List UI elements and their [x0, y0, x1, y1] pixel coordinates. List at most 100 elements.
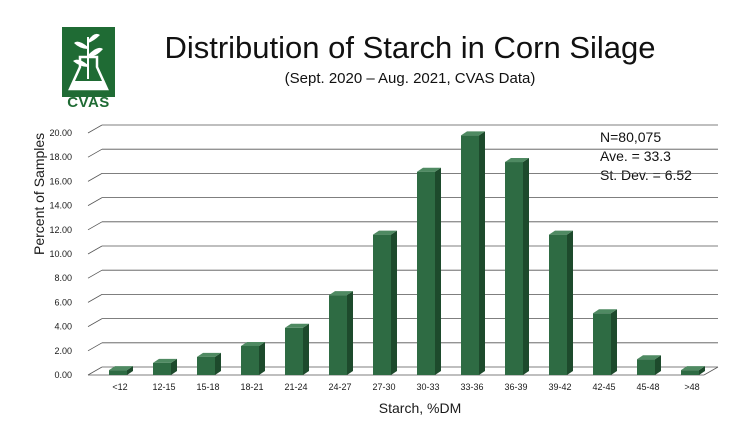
stat-std-dev: St. Dev. = 6.52 — [600, 167, 692, 183]
gridline-depth — [87, 342, 103, 352]
y-tick-label: 20.00 — [49, 128, 72, 138]
y-tick-label: 8.00 — [54, 273, 72, 283]
gridline-depth — [87, 245, 103, 255]
bar — [593, 309, 617, 375]
bar-side — [127, 366, 133, 375]
bar-top — [637, 355, 661, 360]
bar — [197, 352, 221, 375]
gridline-depth — [87, 173, 103, 182]
bar — [417, 167, 441, 375]
y-tick-label: 6.00 — [54, 297, 72, 307]
bar-top — [505, 158, 529, 163]
bar — [109, 366, 133, 375]
bar-front — [109, 370, 127, 375]
bar-side — [523, 158, 529, 375]
bar-top — [197, 352, 221, 357]
x-tick-label: 27-30 — [372, 382, 395, 392]
y-tick-label: 16.00 — [49, 176, 72, 186]
bar — [549, 230, 573, 375]
y-axis-label: Percent of Samples — [31, 132, 47, 255]
bar — [461, 131, 485, 375]
bar-top — [681, 366, 705, 371]
bar-front — [241, 345, 259, 375]
bar-side — [171, 358, 177, 375]
stats-box: N=80,075 Ave. = 33.3 St. Dev. = 6.52 — [600, 128, 692, 185]
bar-top — [417, 167, 441, 172]
bar-front — [593, 313, 611, 375]
floor-edge-depth — [703, 366, 719, 376]
bar-front — [681, 370, 699, 375]
bar-front — [373, 234, 391, 375]
bar-top — [109, 366, 133, 371]
bar-front — [197, 356, 215, 375]
gridline-depth — [87, 124, 103, 134]
x-axis-label: Starch, %DM — [378, 400, 462, 416]
gridline-depth — [87, 294, 103, 303]
x-axis-ticks: <12 12-15 15-18 18-21 21-24 24-27 27-30 30-33 33… — [112, 382, 699, 392]
y-tick-label: 14.00 — [49, 201, 72, 211]
bar-side — [567, 230, 573, 375]
bar — [329, 291, 353, 375]
bar-side — [655, 355, 661, 375]
bars — [109, 131, 705, 375]
bar-top — [241, 341, 265, 346]
bar-side — [215, 352, 221, 375]
bar-top — [593, 309, 617, 314]
x-tick-label: 42-45 — [592, 382, 615, 392]
bar-front — [417, 171, 435, 375]
x-tick-label: >48 — [684, 382, 699, 392]
chart-title: Distribution of Starch in Corn Silage — [164, 30, 656, 65]
bar-side — [699, 366, 705, 375]
bar — [153, 358, 177, 375]
bar-side — [435, 167, 441, 375]
bar-side — [347, 291, 353, 375]
x-tick-label: 39-42 — [548, 382, 571, 392]
bar-side — [259, 341, 265, 375]
bar-top — [549, 230, 573, 235]
bar-front — [637, 359, 655, 375]
bar-top — [285, 323, 309, 328]
x-tick-label: <12 — [112, 382, 127, 392]
bar-side — [611, 309, 617, 375]
bar-top — [373, 230, 397, 235]
y-tick-label: 10.00 — [49, 249, 72, 259]
x-tick-label: 45-48 — [636, 382, 659, 392]
flask-plant-icon — [62, 27, 115, 97]
stat-average: Ave. = 33.3 — [600, 148, 671, 164]
y-tick-label: 18.00 — [49, 152, 72, 162]
bar-front — [461, 135, 479, 375]
x-tick-label: 30-33 — [416, 382, 439, 392]
stat-n: N=80,075 — [600, 129, 662, 145]
bar — [637, 355, 661, 375]
y-axis-ticks: 0.00 2.00 4.00 6.00 8.00 10.00 12.00 14.00 16.00… — [49, 128, 72, 380]
gridline-depth — [87, 148, 103, 158]
bar — [373, 230, 397, 375]
gridline-depth — [87, 197, 103, 206]
gridline-depth — [87, 221, 103, 231]
bar-front — [329, 295, 347, 375]
chart-subtitle: (Sept. 2020 – Aug. 2021, CVAS Data) — [284, 70, 536, 87]
bar-front — [153, 362, 171, 375]
bar-top — [153, 358, 177, 363]
bar-front — [549, 234, 567, 375]
y-tick-label: 2.00 — [54, 346, 72, 356]
bar-side — [303, 323, 309, 375]
x-tick-label: 24-27 — [328, 382, 351, 392]
y-tick-label: 4.00 — [54, 322, 72, 332]
bar-side — [479, 131, 485, 375]
bar-top — [461, 131, 485, 136]
gridlines — [87, 124, 719, 376]
logo-text: CVAS — [67, 94, 110, 111]
bar-top — [329, 291, 353, 296]
bar — [681, 366, 705, 375]
bar — [505, 158, 529, 375]
bar-front — [285, 327, 303, 375]
x-tick-label: 21-24 — [284, 382, 307, 392]
gridline-depth — [87, 366, 103, 376]
gridline-depth — [87, 318, 103, 327]
bar — [285, 323, 309, 375]
cvas-logo — [62, 27, 115, 113]
bar — [241, 341, 265, 375]
y-tick-label: 12.00 — [49, 225, 72, 235]
